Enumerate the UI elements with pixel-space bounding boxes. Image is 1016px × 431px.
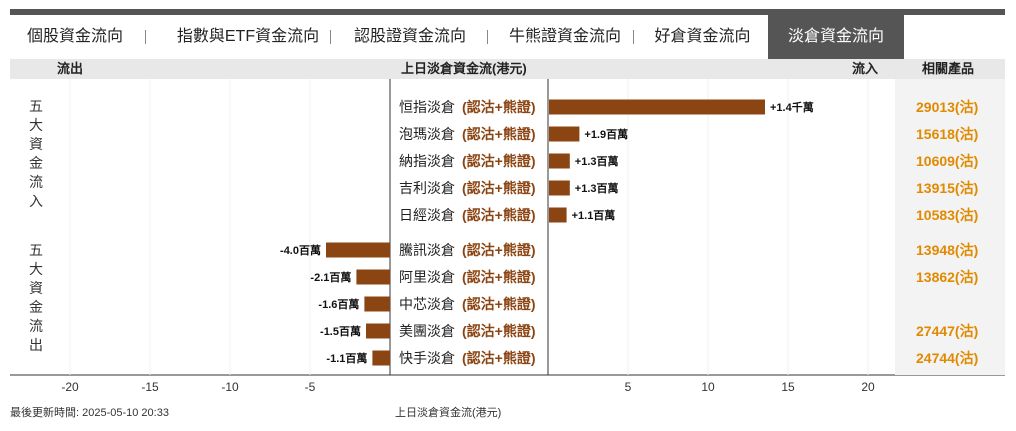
row-tag-label: (認沽+熊證): [462, 323, 536, 339]
row-name-label: 中芯淡倉: [399, 296, 455, 312]
tab-long-flow[interactable]: 好倉資金流向: [654, 28, 751, 45]
bar-outflow: [356, 269, 390, 285]
short-flow-chart: -20 -15 -10 -5 5 10 15 20五大資金流入五大資金流出+1.4千萬恒指淡倉…: [10, 79, 1005, 394]
bar-value-label: +1.3百萬: [575, 181, 619, 195]
row-name-label: 恒指淡倉: [399, 99, 455, 115]
x-tick-label: 5: [625, 380, 632, 394]
bar-inflow: [549, 99, 765, 115]
related-product-link[interactable]: 13915(沽): [916, 180, 978, 196]
related-product-link[interactable]: 27447(沽): [916, 323, 978, 339]
bar-outflow: [326, 242, 390, 258]
bar-outflow: [366, 323, 390, 339]
x-tick-label: 10: [701, 380, 715, 394]
group-label-inflow: 五: [29, 98, 43, 114]
bar-outflow: [364, 296, 390, 312]
axis-caption: 上日淡倉資金流(港元): [395, 407, 502, 419]
group-label-inflow: 資: [29, 136, 43, 152]
bar-value-label: -1.5百萬: [320, 324, 361, 338]
group-label-outflow: 出: [29, 337, 43, 353]
row-tag-label: (認沽+熊證): [462, 99, 536, 115]
last-updated: 最後更新時間: 2025-05-10 20:33: [10, 407, 169, 419]
row-tag-label: (認沽+熊證): [462, 269, 536, 285]
x-tick-label: 20: [861, 380, 875, 394]
tab-separator: [487, 30, 488, 44]
related-product-link[interactable]: 10609(沽): [916, 153, 978, 169]
x-tick-label: -20: [61, 380, 79, 394]
tab-index-etf-flow[interactable]: 指數與ETF資金流向: [176, 28, 320, 45]
group-label-outflow: 資: [29, 280, 43, 296]
bar-inflow: [549, 207, 567, 223]
x-tick-label: -5: [305, 380, 316, 394]
bar-inflow: [549, 126, 580, 142]
tab-short-flow[interactable]: 淡倉資金流向: [768, 15, 904, 59]
row-tag-label: (認沽+熊證): [462, 296, 536, 312]
tab-separator: [330, 30, 331, 44]
row-tag-label: (認沽+熊證): [462, 242, 536, 258]
row-tag-label: (認沽+熊證): [462, 180, 536, 196]
row-name-label: 美團淡倉: [399, 323, 455, 339]
related-product-link[interactable]: 24744(沽): [916, 350, 978, 366]
related-product-link[interactable]: 29013(沽): [916, 99, 978, 115]
group-label-outflow: 大: [29, 261, 43, 277]
tab-separator: [145, 30, 146, 44]
tab-warrant-flow[interactable]: 認股證資金流向: [353, 28, 466, 45]
bar-value-label: +1.9百萬: [584, 127, 628, 141]
inflow-header: 流入: [852, 61, 879, 76]
outflow-header: 流出: [57, 61, 84, 76]
chart-title: 上日淡倉資金流(港元): [401, 61, 527, 76]
group-label-inflow: 大: [29, 117, 43, 133]
tab-bar: 個股資金流向 指數與ETF資金流向 認股證資金流向 牛熊證資金流向 好倉資金流向…: [10, 15, 1005, 59]
row-tag-label: (認沽+熊證): [462, 153, 536, 169]
bar-value-label: -2.1百萬: [310, 270, 351, 284]
x-tick-label: -10: [221, 380, 239, 394]
row-name-label: 吉利淡倉: [399, 180, 455, 196]
related-product-link[interactable]: 15618(沽): [916, 126, 978, 142]
group-label-outflow: 金: [29, 299, 43, 315]
bar-value-label: -4.0百萬: [280, 243, 321, 257]
group-label-inflow: 入: [29, 193, 43, 209]
chart-header: 流出 上日淡倉資金流(港元) 流入 相關產品: [10, 59, 1005, 79]
row-name-label: 快手淡倉: [399, 350, 455, 366]
tab-separator: [633, 30, 634, 44]
row-name-label: 騰訊淡倉: [399, 242, 455, 258]
group-label-inflow: 金: [29, 155, 43, 171]
bar-value-label: +1.3百萬: [575, 154, 619, 168]
tab-stock-flow[interactable]: 個股資金流向: [26, 28, 123, 45]
related-product-link[interactable]: 13948(沽): [916, 242, 978, 258]
row-name-label: 日經淡倉: [399, 207, 455, 223]
group-label-outflow: 流: [29, 318, 43, 334]
bar-value-label: -1.6百萬: [318, 297, 359, 311]
products-header: 相關產品: [922, 61, 975, 76]
bar-inflow: [549, 180, 570, 196]
x-tick-label: 15: [781, 380, 795, 394]
group-label-inflow: 流: [29, 174, 43, 190]
bar-inflow: [549, 153, 570, 169]
bar-value-label: -1.1百萬: [326, 351, 367, 365]
row-name-label: 泡瑪淡倉: [399, 126, 455, 142]
bar-value-label: +1.1百萬: [572, 208, 616, 222]
top-rule: [10, 9, 1005, 15]
bar-outflow: [372, 350, 390, 366]
related-product-link[interactable]: 10583(沽): [916, 207, 978, 223]
row-tag-label: (認沽+熊證): [462, 350, 536, 366]
x-tick-label: -15: [141, 380, 159, 394]
row-name-label: 阿里淡倉: [399, 269, 455, 285]
tab-cbbc-flow[interactable]: 牛熊證資金流向: [508, 28, 621, 45]
bar-value-label: +1.4千萬: [770, 100, 814, 114]
products-column-bg: [895, 79, 1005, 375]
related-product-link[interactable]: 13862(沽): [916, 269, 978, 285]
row-tag-label: (認沽+熊證): [462, 126, 536, 142]
group-label-outflow: 五: [29, 242, 43, 258]
row-name-label: 納指淡倉: [399, 153, 455, 169]
row-tag-label: (認沽+熊證): [462, 207, 536, 223]
